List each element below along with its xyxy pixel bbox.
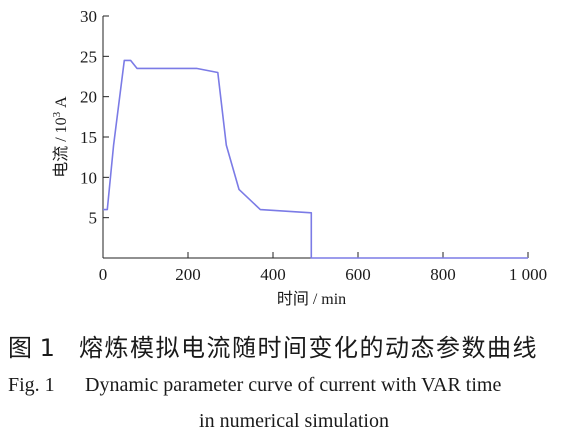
figure-number-english: Fig. 1 (8, 374, 55, 396)
x-tick-label: 600 (345, 265, 371, 284)
figure-number-chinese: 图 1 (8, 334, 55, 362)
series-layer (103, 59, 528, 259)
figure-caption-chinese: 图 1 熔炼模拟电流随时间变化的动态参数曲线 (0, 328, 588, 368)
x-tick-label: 800 (430, 265, 456, 284)
chart-axes (102, 16, 528, 259)
figure-caption-english-line1: Fig. 1 Dynamic parameter curve of curren… (0, 374, 588, 402)
y-axis-label-unit: A (53, 96, 70, 112)
x-tick-label: 400 (260, 265, 286, 284)
figure-caption-english-line2: in numerical simulation (199, 410, 389, 432)
x-axis-ticks: 0 200 400 600 800 1 000 (99, 252, 547, 284)
x-tick-label: 1 000 (509, 265, 547, 284)
current-series-line (103, 59, 528, 259)
y-tick-label: 30 (80, 7, 97, 26)
y-axis-label: 电流 / 103 A (51, 96, 70, 178)
y-tick-label: 10 (80, 168, 97, 187)
x-tick-label: 200 (175, 265, 201, 284)
y-axis-label-main: 电流 / 10 (52, 117, 70, 177)
x-tick-label: 0 (99, 265, 108, 284)
y-axis-ticks: 5 10 15 20 25 30 (80, 7, 109, 228)
y-tick-label: 15 (80, 128, 97, 147)
y-tick-label: 5 (89, 209, 98, 228)
y-tick-label: 20 (80, 88, 97, 107)
x-axis-label: 时间 / min (277, 290, 346, 308)
y-axis-label-exponent: 3 (51, 111, 63, 117)
figure-title-chinese: 熔炼模拟电流随时间变化的动态参数曲线 (79, 334, 538, 362)
figure-title-english-line1: Dynamic parameter curve of current with … (85, 374, 502, 396)
y-tick-label: 25 (80, 47, 97, 66)
